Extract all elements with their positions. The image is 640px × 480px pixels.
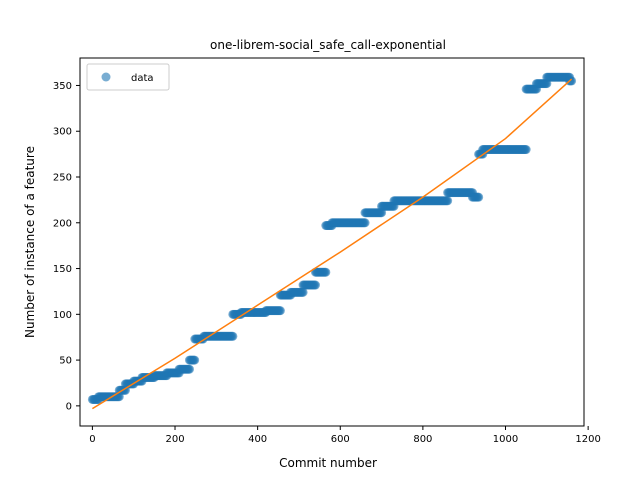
x-axis-label: Commit number bbox=[279, 456, 377, 470]
chart-title: one-librem-social_safe_call-exponential bbox=[210, 38, 446, 52]
legend-label-data: data bbox=[131, 73, 154, 84]
x-tick-label: 200 bbox=[165, 434, 184, 445]
y-tick-label: 300 bbox=[53, 127, 72, 138]
data-point bbox=[298, 287, 308, 297]
plot-area bbox=[87, 72, 577, 410]
legend: data bbox=[86, 63, 170, 91]
data-point bbox=[360, 218, 370, 228]
x-tick-label: 1000 bbox=[493, 434, 518, 445]
data-point bbox=[275, 306, 285, 316]
data-point bbox=[443, 196, 453, 206]
data-point bbox=[321, 267, 331, 277]
data-point bbox=[521, 145, 531, 155]
fit-line bbox=[91, 78, 573, 410]
legend-marker-data bbox=[101, 72, 111, 82]
y-tick-label: 350 bbox=[53, 81, 72, 92]
y-axis: 0 50 100 150 200 250 300 350 bbox=[53, 81, 80, 412]
data-point bbox=[474, 192, 484, 202]
x-tick-label: 1200 bbox=[575, 434, 600, 445]
data-point bbox=[190, 355, 200, 365]
y-axis-label: Number of instance of a feature bbox=[23, 146, 37, 338]
data-point bbox=[567, 76, 577, 86]
legend-box bbox=[86, 63, 170, 91]
y-tick-label: 0 bbox=[66, 401, 72, 412]
plot-frame bbox=[79, 57, 585, 427]
y-tick-label: 100 bbox=[53, 310, 72, 321]
x-tick-label: 0 bbox=[89, 434, 95, 445]
data-point bbox=[228, 331, 238, 341]
data-point bbox=[310, 280, 320, 290]
y-tick-label: 50 bbox=[59, 356, 72, 367]
data-point bbox=[184, 364, 194, 374]
y-tick-label: 200 bbox=[53, 218, 72, 229]
y-tick-label: 250 bbox=[53, 173, 72, 184]
y-tick-label: 150 bbox=[53, 264, 72, 275]
x-axis: 0 200 400 600 800 1000 1200 bbox=[89, 426, 601, 445]
x-tick-label: 800 bbox=[413, 434, 432, 445]
x-tick-label: 600 bbox=[331, 434, 350, 445]
x-tick-label: 400 bbox=[248, 434, 267, 445]
